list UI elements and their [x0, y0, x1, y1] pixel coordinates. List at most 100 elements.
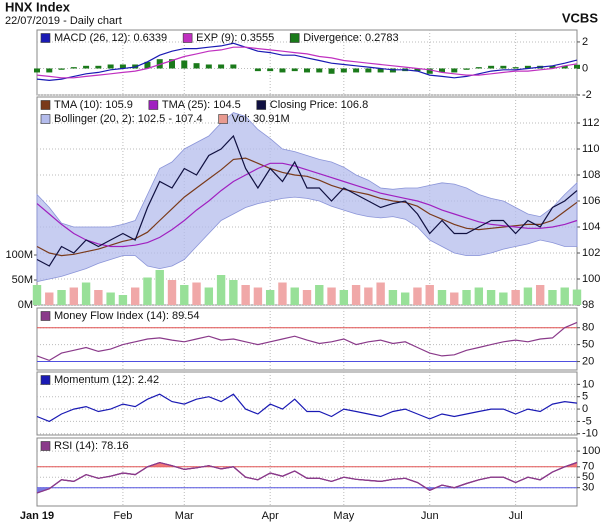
bar: [426, 68, 433, 74]
bar: [205, 64, 212, 69]
bar: [218, 64, 225, 69]
x-tick-label: Jan 19: [20, 510, 54, 522]
panel: [36, 437, 578, 507]
y-tick-label: 100: [582, 273, 600, 285]
bar: [388, 290, 398, 305]
y2-tick-label: 0M: [18, 299, 33, 311]
line: [36, 42, 578, 82]
line: [36, 46, 578, 79]
bar: [95, 65, 102, 69]
panel: [36, 307, 578, 371]
y-tick-label: 102: [582, 247, 600, 259]
legend-label: RSI (14): 78.16: [54, 440, 129, 452]
legend-swatch: [40, 100, 51, 110]
bar: [512, 67, 519, 69]
bar: [253, 287, 263, 305]
legend-label: Momentum (12): 2.42: [54, 374, 159, 386]
legend-swatch: [40, 311, 51, 321]
y-tick-label: 108: [582, 169, 600, 181]
bar: [144, 61, 151, 69]
panel: [36, 29, 578, 96]
y-tick-label: 5: [582, 391, 588, 403]
y-tick-label: -2: [582, 89, 592, 101]
bar: [181, 60, 188, 69]
y-tick-label: 10: [582, 378, 594, 390]
y-tick-label: 50: [582, 471, 594, 483]
bar: [290, 287, 299, 305]
bar: [69, 287, 79, 305]
bar: [107, 64, 114, 69]
y-tick-label: -5: [582, 415, 592, 427]
bar: [414, 68, 421, 72]
bar: [229, 280, 238, 305]
y-tick-label: -10: [582, 428, 598, 440]
bar: [511, 290, 520, 305]
legend-label: Vol: 30.91M: [232, 113, 290, 125]
bar: [265, 290, 275, 305]
bar: [304, 68, 310, 73]
legend-label: TMA (10): 105.9: [54, 99, 133, 111]
legend-label: Bollinger (20, 2): 102.5 - 107.4: [54, 113, 203, 125]
bar: [180, 285, 189, 305]
bar: [106, 292, 115, 305]
bar: [216, 275, 226, 305]
x-tick-label: May: [333, 510, 354, 522]
bar: [267, 68, 274, 72]
legend-label: Divergence: 0.2783: [303, 32, 398, 44]
bar: [451, 68, 458, 73]
bar: [488, 65, 495, 69]
legend-swatch: [182, 33, 193, 43]
bar: [83, 65, 90, 69]
bar: [376, 282, 385, 305]
bar: [524, 65, 531, 69]
legend-swatch: [148, 100, 159, 110]
bar: [70, 67, 77, 69]
y-tick-label: 0: [582, 62, 588, 74]
line: [36, 162, 578, 248]
bar: [254, 68, 261, 72]
x-tick-label: Jun: [421, 510, 439, 522]
bar: [278, 282, 287, 305]
bar: [167, 280, 177, 305]
panel: [36, 371, 578, 436]
bar: [327, 287, 336, 305]
bar: [57, 290, 66, 305]
bar: [437, 290, 447, 305]
line: [36, 461, 578, 494]
bar: [439, 68, 445, 73]
bar: [549, 65, 556, 69]
bar: [340, 68, 347, 73]
bar: [169, 59, 175, 69]
y-tick-label: 112: [582, 117, 600, 129]
y-tick-label: 30: [582, 482, 594, 494]
y-tick-label: 100: [582, 445, 600, 457]
bar: [155, 270, 164, 305]
legend-label: MACD (26, 12): 0.6339: [54, 32, 167, 44]
y-tick-label: 80: [582, 322, 594, 334]
chart-title: HNX Index: [5, 0, 71, 14]
y-tick-label: 70: [582, 461, 594, 473]
bar: [339, 290, 349, 305]
bar: [351, 285, 361, 305]
y-tick-label: 104: [582, 221, 600, 233]
legend-label: EXP (9): 0.3555: [196, 32, 274, 44]
legend-swatch: [256, 100, 267, 110]
legend-swatch: [218, 114, 228, 124]
bar: [500, 65, 507, 69]
bar: [425, 285, 434, 305]
legend-swatch: [40, 441, 51, 451]
source: VCBS: [562, 10, 598, 25]
bar: [230, 64, 237, 69]
bar: [462, 290, 471, 305]
x-tick-label: Mar: [175, 510, 194, 522]
bar: [279, 68, 286, 73]
bar: [474, 287, 484, 305]
y-tick-label: 20: [582, 355, 594, 367]
bar: [572, 289, 582, 305]
y-tick-label: 2: [582, 36, 588, 48]
bar: [81, 282, 91, 305]
y-tick-label: 106: [582, 195, 600, 207]
bar: [548, 290, 557, 305]
bar: [560, 287, 569, 305]
